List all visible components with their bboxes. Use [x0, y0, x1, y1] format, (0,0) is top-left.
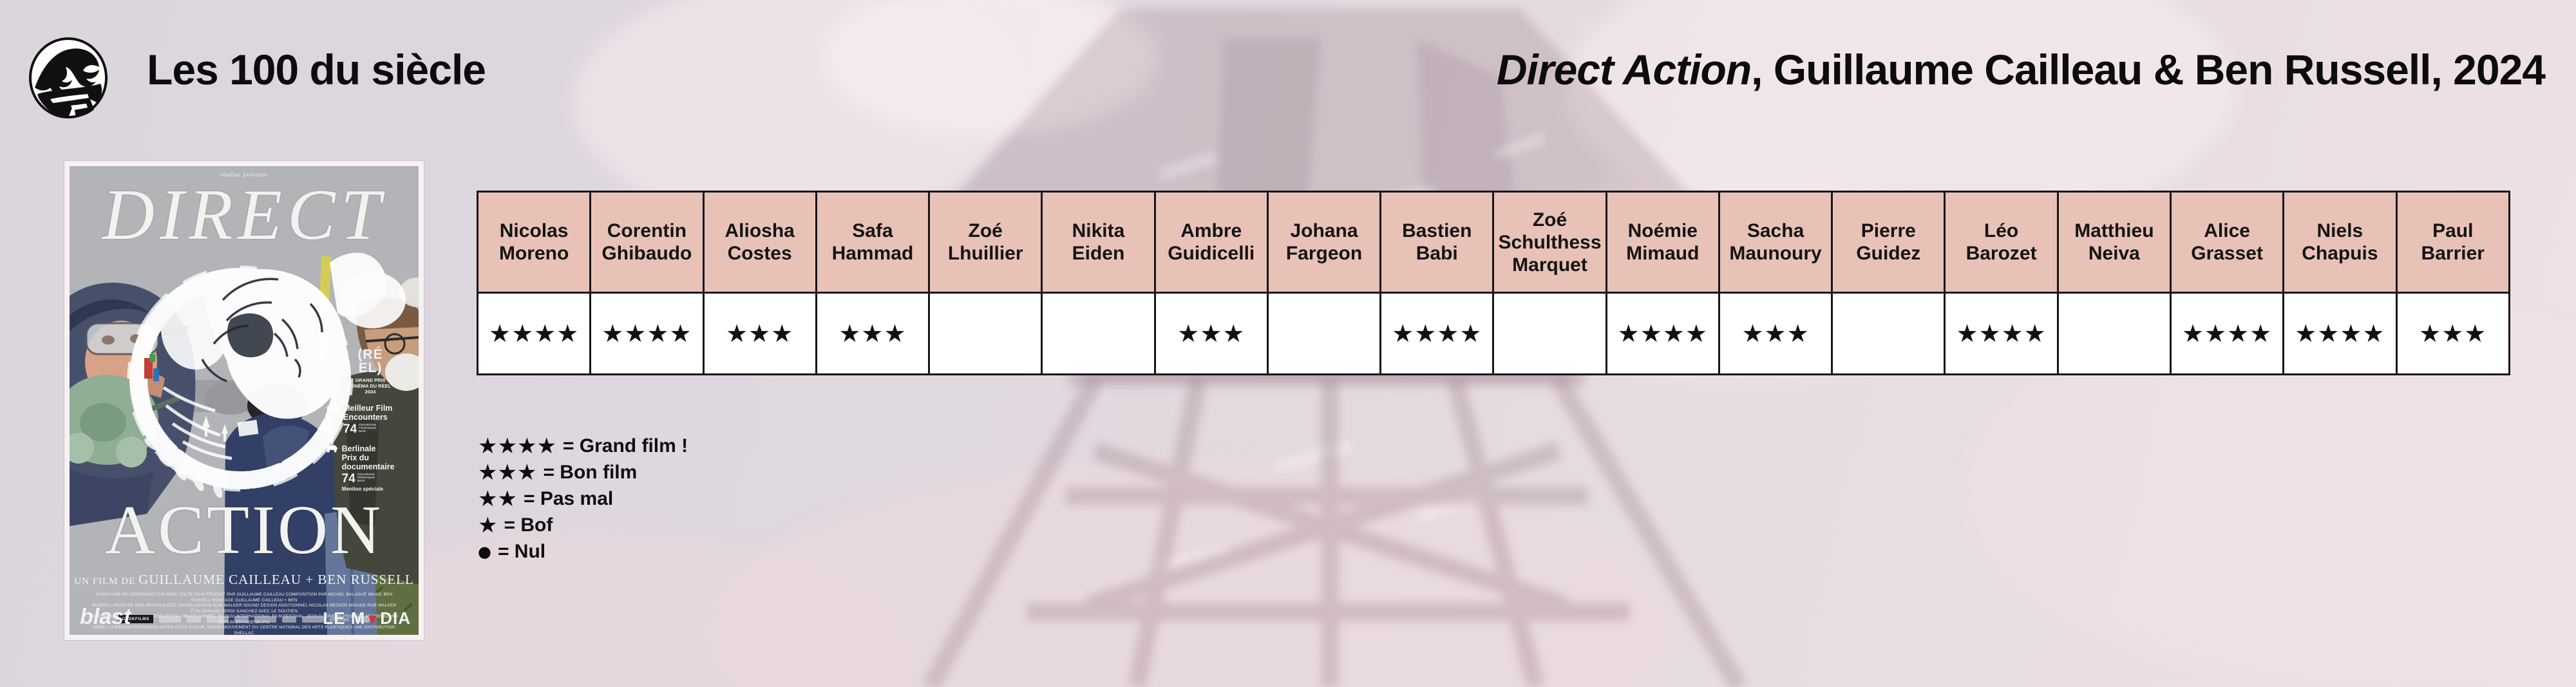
poster-title-action: ACTION — [105, 492, 383, 569]
rating-cell — [928, 292, 1043, 375]
wave-foam — [50, 94, 89, 110]
rating-cell: ★★★ — [702, 292, 817, 375]
critic-header-cell: Corentin Ghibaudo — [589, 191, 705, 294]
critic-header-cell: Alice Grasset — [2169, 191, 2285, 294]
critic-header-cell: Ambre Guidicelli — [1153, 191, 1269, 294]
lemedia-red-triangle-icon: ▼ — [365, 611, 381, 627]
poster-presenter: shellac présente — [220, 171, 268, 178]
film-title-name: Direct Action — [1496, 46, 1752, 93]
wave-logo[interactable] — [28, 37, 108, 118]
poster-title-direct: DIRECT — [102, 175, 386, 255]
shellac-logo: shellac — [329, 616, 350, 623]
berlinale-bear-icon — [327, 445, 338, 453]
rating-cell: ★★★ — [1153, 292, 1269, 375]
poster-byline: UN FILM DE GUILLAUME CAILLEAU + BEN RUSS… — [74, 572, 414, 587]
critic-header-cell: Niels Chapuis — [2282, 191, 2398, 294]
award-encounters: Meilleur Film Encounters 74 Internationa… — [325, 404, 416, 435]
critic-header-cell: Pierre Guidez — [1831, 191, 1946, 294]
berlinale-bear-icon — [327, 404, 339, 412]
rating-cell: ★★★ — [2395, 292, 2511, 375]
legend-dot-0: ● — [478, 542, 491, 561]
rating-cell: ★★★★ — [1379, 292, 1495, 375]
rating-cell — [1831, 292, 1946, 375]
partner-logo — [281, 616, 296, 623]
rating-cell: ★★★★ — [476, 292, 592, 375]
critic-header-cell: Zoé Lhuillier — [928, 191, 1043, 294]
blast-logo: blast — [80, 605, 131, 629]
rating-cell: ★★★★ — [589, 292, 705, 375]
partner-logo — [186, 616, 201, 623]
partner-logo — [158, 616, 181, 623]
film-title: Direct Action, Guillaume Cailleau & Ben … — [1496, 45, 2546, 94]
partner-logo — [301, 616, 324, 623]
critic-header-cell: Nicolas Moreno — [476, 191, 592, 294]
film-title-credits: , Guillaume Cailleau & Ben Russell, 2024 — [1751, 46, 2546, 93]
critic-header-cell: Matthieu Neiva — [2056, 191, 2172, 294]
rating-cell: ★★★ — [815, 292, 931, 375]
page-title: Les 100 du siècle — [147, 46, 486, 93]
critic-header-cell: Johana Fargeon — [1266, 191, 1382, 294]
legend-stars-2: ★★ — [478, 485, 517, 512]
critic-header-cell: Aliosha Costes — [702, 191, 817, 294]
rating-cell — [1492, 292, 1607, 375]
critic-header-cell: Safa Hammad — [815, 191, 931, 294]
critic-header-cell: Zoé Schulthess Marquet — [1492, 191, 1607, 294]
partner-logo — [234, 616, 249, 623]
partner-logo — [254, 616, 276, 623]
rating-cell: ★★★★ — [2169, 292, 2285, 375]
poster-photo — [70, 166, 419, 635]
critics-header-row: Nicolas Moreno Corentin Ghibaudo Aliosha… — [476, 191, 2511, 294]
legend-item: ★★★★ = Grand film ! — [478, 433, 688, 459]
critic-header-cell: Léo Barozet — [1944, 191, 2059, 294]
award-cinema-du-reel: (RÉ EL) GRAND PRIX CINÉMA DU RÉEL 2024 — [349, 347, 392, 395]
legend-item: ★★ = Pas mal — [478, 485, 614, 512]
ratings-table: Nicolas Moreno Corentin Ghibaudo Aliosha… — [476, 191, 2511, 375]
poster-partner-logos: CASKFILMS shellac — [84, 615, 405, 623]
rating-cell — [1266, 292, 1382, 375]
critic-header-cell: Noémie Mimaud — [1605, 191, 1720, 294]
rating-cell — [1041, 292, 1156, 375]
rating-cell: ★★★★ — [2282, 292, 2398, 375]
partner-logo — [355, 616, 370, 623]
caskfilms-logo: CASKFILMS — [118, 615, 153, 623]
legend-stars-4: ★★★★ — [478, 433, 556, 459]
rating-cell — [2056, 292, 2172, 375]
poster-directors: GUILLAUME CAILLEAU + BEN RUSSELL — [138, 572, 414, 587]
legend-item: ★★★ = Bon film — [478, 459, 638, 485]
lemedia-logo: LE M▼DIA — [323, 608, 411, 628]
wave-shape — [35, 48, 99, 95]
legend-item: ● = Nul — [478, 540, 546, 562]
rating-cell: ★★★ — [1718, 292, 1833, 375]
legend-stars-1: ★ — [478, 512, 498, 538]
globe-print — [127, 252, 406, 498]
poster-awards: (RÉ EL) GRAND PRIX CINÉMA DU RÉEL 2024 M… — [325, 348, 416, 492]
wave-base — [37, 84, 102, 118]
award-berlinale-doc: Berlinale Prix du documentaire 74 Intern… — [325, 444, 416, 492]
legend-stars-3: ★★★ — [478, 459, 537, 485]
legend-item: ★ = Bof — [478, 512, 553, 538]
ratings-row: ★★★★ ★★★★ ★★★ ★★★ ★★★ ★★★★ ★★★★ ★★★ ★★★★… — [476, 292, 2511, 375]
movie-poster: shellac présente DIRECT ACTION (RÉ EL) G… — [64, 161, 424, 640]
critic-header-cell: Bastien Babi — [1379, 191, 1495, 294]
partner-logo — [206, 616, 229, 623]
rating-legend: ★★★★ = Grand film ! ★★★ = Bon film ★★ = … — [478, 433, 688, 565]
rating-cell: ★★★★ — [1944, 292, 2059, 375]
critic-header-cell: Nikita Eiden — [1041, 191, 1156, 294]
rating-cell: ★★★★ — [1605, 292, 1720, 375]
critic-header-cell: Paul Barrier — [2395, 191, 2511, 294]
critic-header-cell: Sacha Maunoury — [1718, 191, 1833, 294]
